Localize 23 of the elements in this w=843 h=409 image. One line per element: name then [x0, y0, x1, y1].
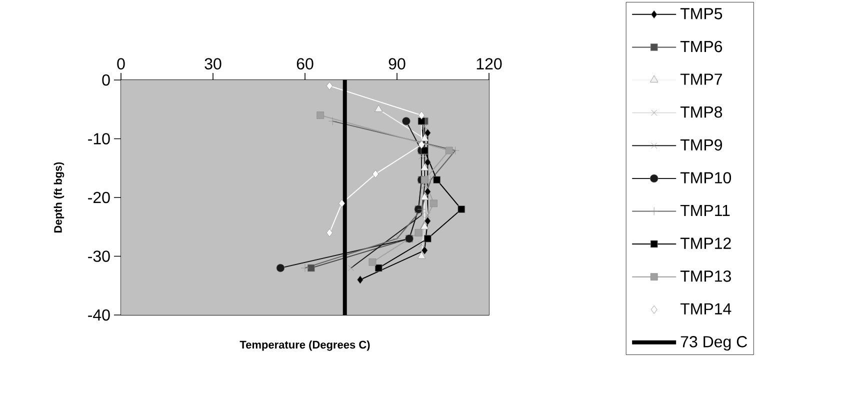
legend-label: TMP8 — [680, 106, 722, 118]
x-tick-label: 120 — [476, 58, 502, 70]
x-tick-label: 60 — [296, 58, 314, 70]
legend-label: TMP7 — [680, 74, 722, 85]
x-tick-label: 90 — [388, 58, 406, 70]
legend-label: TMP10 — [680, 172, 732, 184]
legend-label: TMP5 — [680, 8, 722, 20]
x-tick-label: 0 — [117, 58, 125, 70]
legend-label: TMP11 — [680, 204, 730, 216]
legend-label: TMP13 — [680, 270, 731, 282]
y-tick-label: -40 — [88, 309, 110, 321]
legend-label: TMP6 — [680, 40, 722, 52]
y-tick-label: -20 — [88, 192, 110, 204]
legend-label: 73 Deg C — [680, 336, 748, 351]
x-axis-title: Temperature (Degrees C) — [240, 340, 370, 351]
y-tick-label: 0 — [102, 74, 110, 86]
y-tick-label: -10 — [88, 133, 110, 144]
legend-label: TMP9 — [680, 139, 722, 151]
y-tick-label: -30 — [88, 250, 110, 262]
y-axis-title: Depth (ft bgs) — [54, 162, 64, 233]
legend-label: TMP12 — [680, 238, 731, 249]
x-tick-label: 30 — [204, 58, 222, 70]
legend-label: TMP14 — [680, 303, 732, 314]
